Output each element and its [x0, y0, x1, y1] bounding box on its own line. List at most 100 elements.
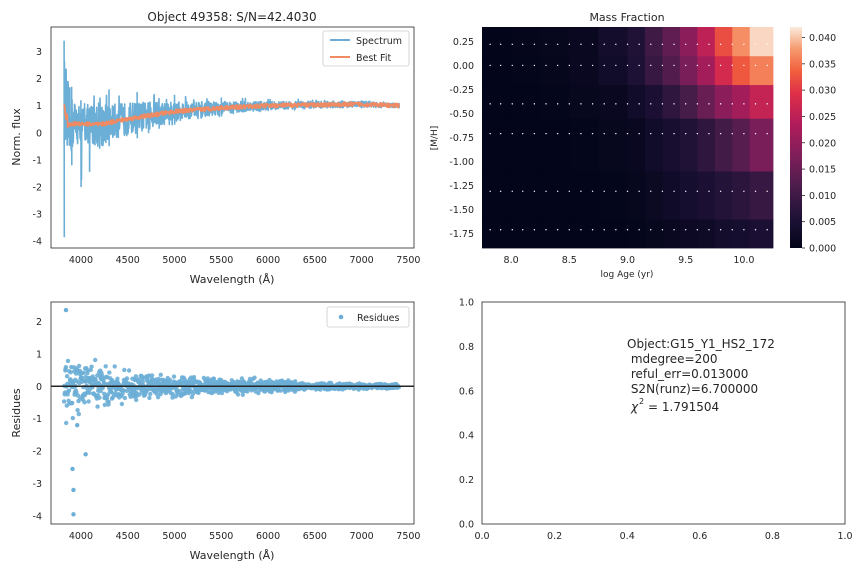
- info-ticks: 0.0 0.2 0.4 0.6 0.8 1.0 0.0 0.2 0.4 0.6 0.8 1.0: [459, 298, 853, 543]
- heatmap-grid-dot: [719, 229, 722, 231]
- heatmap-grid-dot: [708, 64, 710, 67]
- heatmap-grid-dot: [568, 64, 570, 67]
- heatmap-grid-dot: [766, 103, 768, 105]
- heatmap-grid-dot: [615, 132, 617, 135]
- heatmap-cell: [749, 55, 774, 86]
- heatmap-cell: [569, 27, 599, 57]
- heatmap-grid-dot: [511, 190, 513, 193]
- heatmap-grid-dot: [754, 190, 757, 193]
- residue-point: [154, 391, 159, 396]
- residue-point: [124, 388, 129, 393]
- heatmap-grid-dot: [650, 229, 652, 231]
- residue-point: [75, 408, 80, 413]
- residue-point: [76, 411, 82, 417]
- heatmap-grid-dot: [673, 132, 675, 135]
- heatmap-grid-dot: [556, 103, 559, 105]
- heatmap-grid-dot: [603, 229, 605, 231]
- heatmap-y-tick-label: -0.75: [449, 133, 474, 144]
- residue-outlier-point: [71, 512, 76, 517]
- heatmap-cell: [697, 171, 716, 220]
- heatmap-grid-dot: [533, 64, 536, 67]
- heatmap-cell: [644, 27, 663, 57]
- heatmap-grid-dot: [638, 64, 640, 67]
- heatmap-cell: [749, 118, 774, 172]
- heatmap-cell: [662, 219, 681, 249]
- heatmap-cell: [662, 27, 681, 57]
- residue-point: [170, 395, 175, 400]
- heatmap-grid-dot: [696, 64, 699, 67]
- heatmap-grid-dot: [545, 64, 547, 67]
- spectrum-title: Object 49358: S/N=42.4030: [147, 10, 316, 24]
- heatmap-grid-dot: [685, 64, 687, 67]
- info-chi2-symbol: χ: [630, 400, 639, 414]
- heatmap-grid-dot: [511, 103, 513, 105]
- heatmap-grid-dot: [499, 43, 502, 45]
- heatmap-grid-dot: [766, 64, 768, 67]
- heatmap-cell: [732, 171, 751, 220]
- heatmap-grid-dot: [719, 64, 722, 67]
- y-tick-label: 0: [36, 128, 42, 139]
- heatmap-grid-dot: [708, 132, 710, 135]
- heatmap-cell: [697, 55, 716, 86]
- heatmap-grid-dot: [685, 190, 687, 193]
- residue-point: [63, 365, 69, 370]
- heatmap-grid-dot: [603, 103, 605, 105]
- heatmap-grid-dot: [545, 43, 547, 45]
- residue-point: [103, 364, 108, 369]
- info-line-reful-err: reful_err=0.013000: [627, 367, 748, 381]
- residue-point: [97, 395, 102, 400]
- heatmap-y-tick-label: 0.25: [453, 37, 474, 48]
- heatmap-cell: [714, 118, 733, 172]
- residue-point: [66, 388, 72, 393]
- heatmap-grid-dot: [754, 64, 757, 67]
- info-chi2-exponent: 2: [639, 397, 644, 406]
- info-x-tick-label: 0.6: [692, 531, 707, 542]
- heatmap-grid-dot: [650, 43, 652, 45]
- residue-outlier-point: [83, 452, 88, 457]
- heatmap-cell: [627, 118, 646, 172]
- heatmap-cell: [749, 219, 774, 249]
- residue-point: [86, 399, 91, 404]
- heatmap-cell: [598, 171, 628, 220]
- heatmap-grid-dot: [615, 64, 617, 67]
- residue-point: [293, 379, 298, 384]
- heatmap-cell: [732, 27, 751, 57]
- residue-point: [65, 358, 71, 364]
- heatmap-grid-dot: [685, 103, 687, 105]
- heatmap-x-tick-label: 9.5: [678, 255, 693, 266]
- heatmap-grid-dot: [591, 43, 594, 45]
- heatmap-cell: [662, 118, 681, 172]
- heatmap-cell: [540, 84, 570, 119]
- heatmap-grid-dot: [545, 229, 547, 231]
- heatmap-cell: [662, 171, 681, 220]
- heatmap-cell: [679, 118, 698, 172]
- heatmap-grid-dot: [696, 132, 699, 135]
- heatmap-cell: [732, 84, 751, 119]
- residues-y-tick-label: 0: [36, 382, 42, 393]
- heatmap-y-tick-label: -1.50: [449, 205, 474, 216]
- heatmap-cell: [482, 219, 512, 249]
- residue-point: [81, 370, 86, 375]
- residue-point: [140, 379, 145, 384]
- heatmap-grid-dot: [650, 132, 652, 135]
- heatmap-cell: [598, 219, 628, 249]
- heatmap-cell: [644, 219, 663, 249]
- colorbar-ticks: 0.000 0.005 0.010 0.015 0.020 0.025 0.030 0.035…: [802, 33, 836, 255]
- residue-point: [256, 390, 261, 396]
- heatmap-cell: [627, 219, 646, 249]
- heatmap-grid-dot: [626, 229, 629, 231]
- heatmap-grid-dot: [499, 103, 502, 105]
- residue-point: [64, 374, 70, 379]
- residue-point: [109, 390, 114, 395]
- residues-x-tick-label: 4500: [116, 531, 140, 542]
- heatmap-grid-dot: [731, 103, 733, 105]
- legend-residues-marker: [338, 314, 344, 320]
- heatmap-grid-dot: [731, 229, 733, 231]
- heatmap-grid-dot: [673, 64, 675, 67]
- residue-point: [70, 400, 75, 406]
- residue-point: [115, 376, 120, 381]
- residue-point: [61, 399, 67, 404]
- heatmap-grid-dot: [489, 190, 491, 193]
- heatmap-grid-dot: [731, 190, 733, 193]
- heatmap-grid-dot: [743, 190, 745, 193]
